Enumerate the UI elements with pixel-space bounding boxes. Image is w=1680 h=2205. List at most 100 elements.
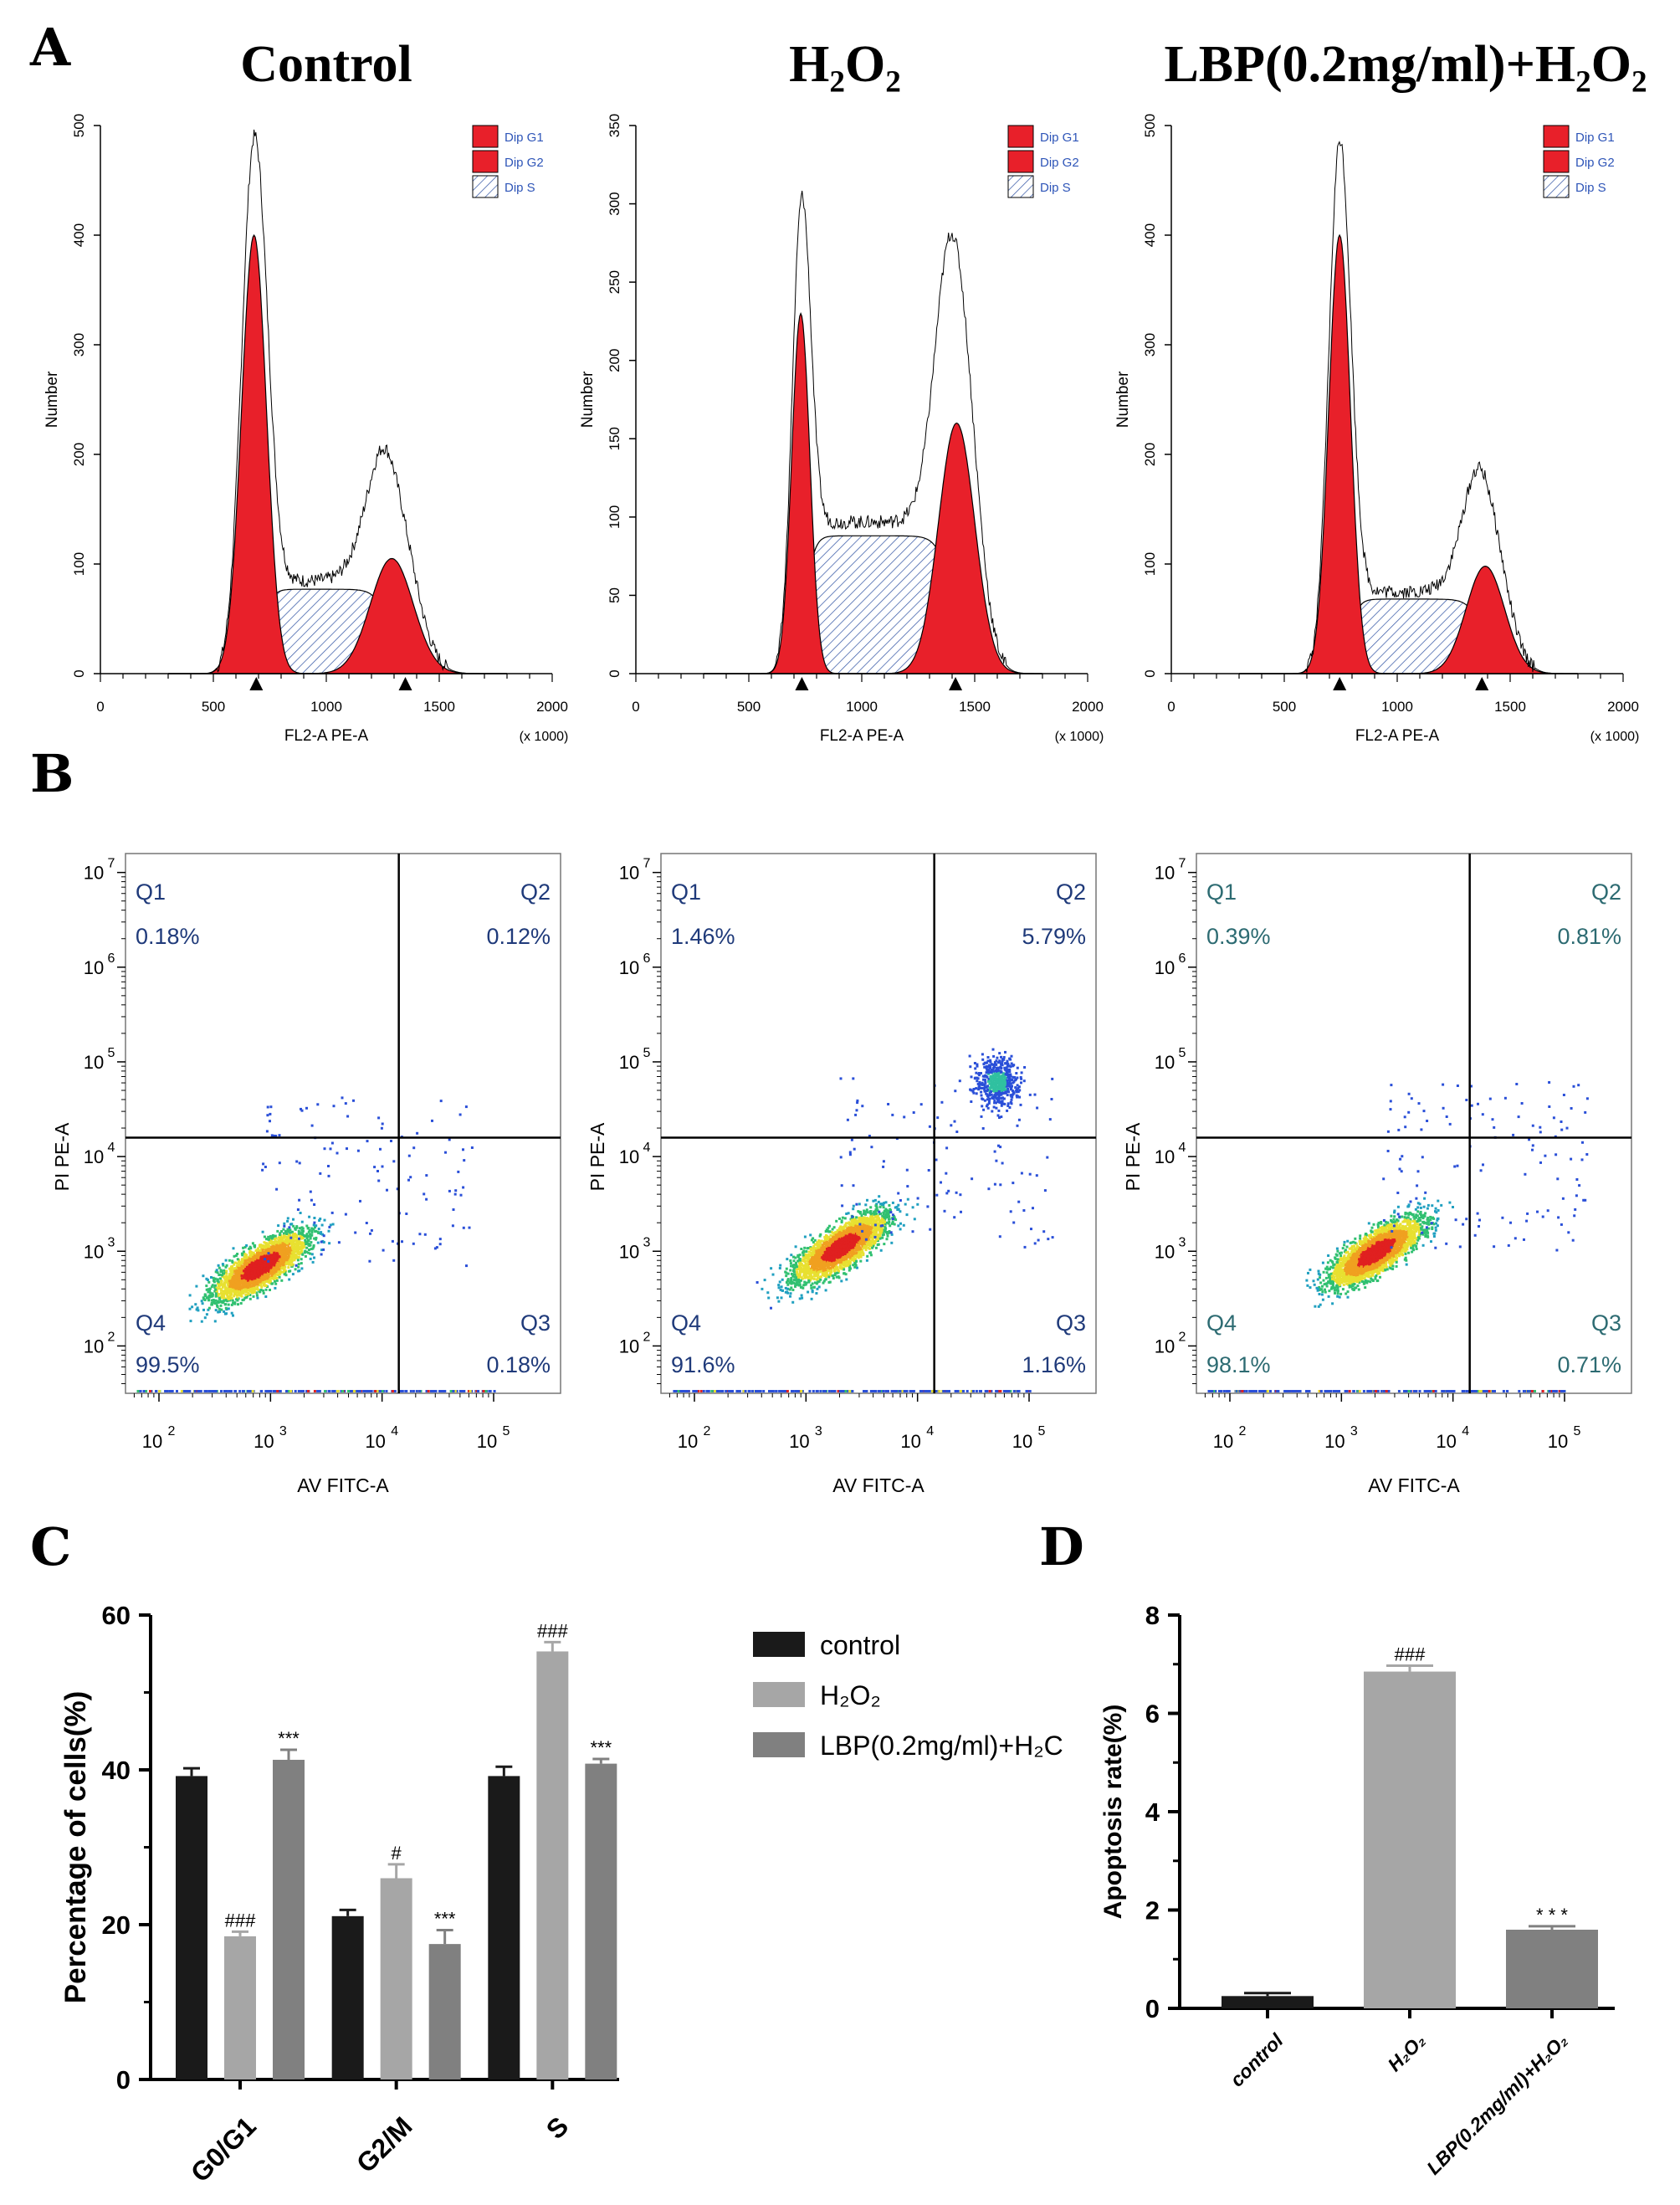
scatter-dot [266, 1266, 269, 1269]
q2-label: Q2 [520, 879, 551, 905]
scatter-dot [295, 1234, 299, 1238]
scatter-dot [300, 1262, 303, 1265]
x-tick-label: 10 [365, 1431, 385, 1452]
scatter-dot [260, 1255, 263, 1259]
scatter-dot [319, 1218, 322, 1220]
scatter-dot [274, 1282, 278, 1285]
scatter-dot [244, 1279, 248, 1283]
scatter-dot [287, 1247, 290, 1250]
scatter-dot [298, 1253, 301, 1256]
scatter-dot [256, 1253, 259, 1256]
scatter-dot [158, 1390, 161, 1392]
scatter-dot [370, 1390, 373, 1392]
scatter-dot [245, 1265, 248, 1269]
scatter-dot [242, 1250, 245, 1254]
scatter-dot [412, 1242, 415, 1245]
scatter-dot [300, 1235, 304, 1238]
scatter-dot [234, 1287, 238, 1290]
scatter-dot [825, 1249, 828, 1252]
scatter-dot [488, 1390, 491, 1392]
scatter-dot [250, 1278, 254, 1281]
legend-label: Dip S [505, 181, 535, 195]
scatter-dot [484, 1390, 488, 1392]
legend-swatch [472, 150, 499, 173]
scatter-dot [835, 1275, 838, 1279]
scatter-dot [300, 1231, 304, 1234]
scatter-dot [786, 1279, 789, 1282]
scatter-dot [207, 1306, 211, 1310]
scatter-dot [370, 1228, 373, 1232]
scatter-dot [799, 1279, 802, 1282]
scatter-dot [300, 1109, 304, 1112]
scatter-dot [251, 1242, 254, 1245]
scatter-dot [796, 1254, 800, 1257]
scatter-dot [786, 1278, 790, 1281]
scatter-dot [248, 1274, 252, 1277]
scatter-dot [834, 1266, 837, 1269]
scatter-dot [443, 1390, 447, 1392]
scatter-dot [155, 1390, 157, 1392]
scatter-dot [252, 1291, 255, 1294]
scatter-dot [289, 1236, 293, 1239]
scatter-dot [287, 1230, 290, 1233]
y-tick-exponent: 6 [108, 951, 115, 966]
scatter-dot [210, 1299, 213, 1302]
scatter-dot [881, 1236, 884, 1239]
scatter-dot [248, 1257, 251, 1260]
scatter-dot [875, 1202, 878, 1206]
scatter-dot [874, 1233, 878, 1236]
scatter-dot [330, 1211, 334, 1214]
scatter-dot [439, 1100, 443, 1103]
scatter-dot [793, 1279, 796, 1281]
scatter-dot [213, 1277, 217, 1280]
scatter-dot [267, 1256, 270, 1259]
scatter-dot [317, 1228, 320, 1230]
scatter-dot [289, 1249, 292, 1252]
scatter-dot [217, 1293, 220, 1295]
scatter-dot [814, 1281, 817, 1285]
scatter-dot [381, 1165, 384, 1168]
scatter-dot [284, 1256, 288, 1259]
x-axis-label: AV FITC-A [297, 1474, 389, 1496]
scatter-dot [224, 1291, 228, 1295]
scatter-dot [795, 1276, 798, 1279]
scatter-dot [433, 1247, 437, 1250]
scatter-dot [843, 1268, 846, 1271]
scatter-dot [890, 1241, 894, 1244]
scatter-dot [254, 1282, 256, 1285]
scatter-dot [329, 1147, 332, 1151]
scatter-dot [293, 1259, 296, 1262]
scatter-dot [454, 1189, 458, 1192]
scatter-dot [263, 1268, 266, 1271]
scatter-dot [290, 1242, 294, 1245]
scatter-dot [884, 1213, 888, 1216]
scatter-dot [376, 1390, 380, 1392]
y-tick-label: 200 [71, 443, 87, 466]
scatter-dot [205, 1285, 208, 1288]
scatter-dot [817, 1268, 820, 1271]
scatter-dot [220, 1279, 223, 1283]
scatter-dot [300, 1233, 304, 1236]
scatter-dot [297, 1244, 300, 1247]
scatter-dot [878, 1233, 882, 1236]
scatter-dot [220, 1269, 223, 1273]
scatter-dot [341, 1390, 344, 1392]
scatter-dot [213, 1280, 216, 1284]
scatter-dot [807, 1280, 811, 1284]
scatter-dot [813, 1238, 817, 1242]
scatter-dot [288, 1261, 291, 1264]
legend-swatch [1543, 175, 1570, 198]
scatter-dot [789, 1259, 792, 1262]
scatter-dot [827, 1237, 830, 1240]
scatter-dot [329, 1223, 332, 1227]
scatter-dot [286, 1256, 289, 1259]
scatter-dot [275, 1279, 279, 1282]
scatter-dot [264, 1295, 268, 1298]
scatter-dot [330, 1141, 334, 1145]
scatter-dot [874, 1209, 877, 1213]
scatter-dot [311, 1260, 315, 1264]
scatter-dot [307, 1227, 310, 1230]
scatter-dot [789, 1295, 791, 1298]
scatter-dot [832, 1235, 836, 1238]
scatter-dot [253, 1290, 256, 1293]
